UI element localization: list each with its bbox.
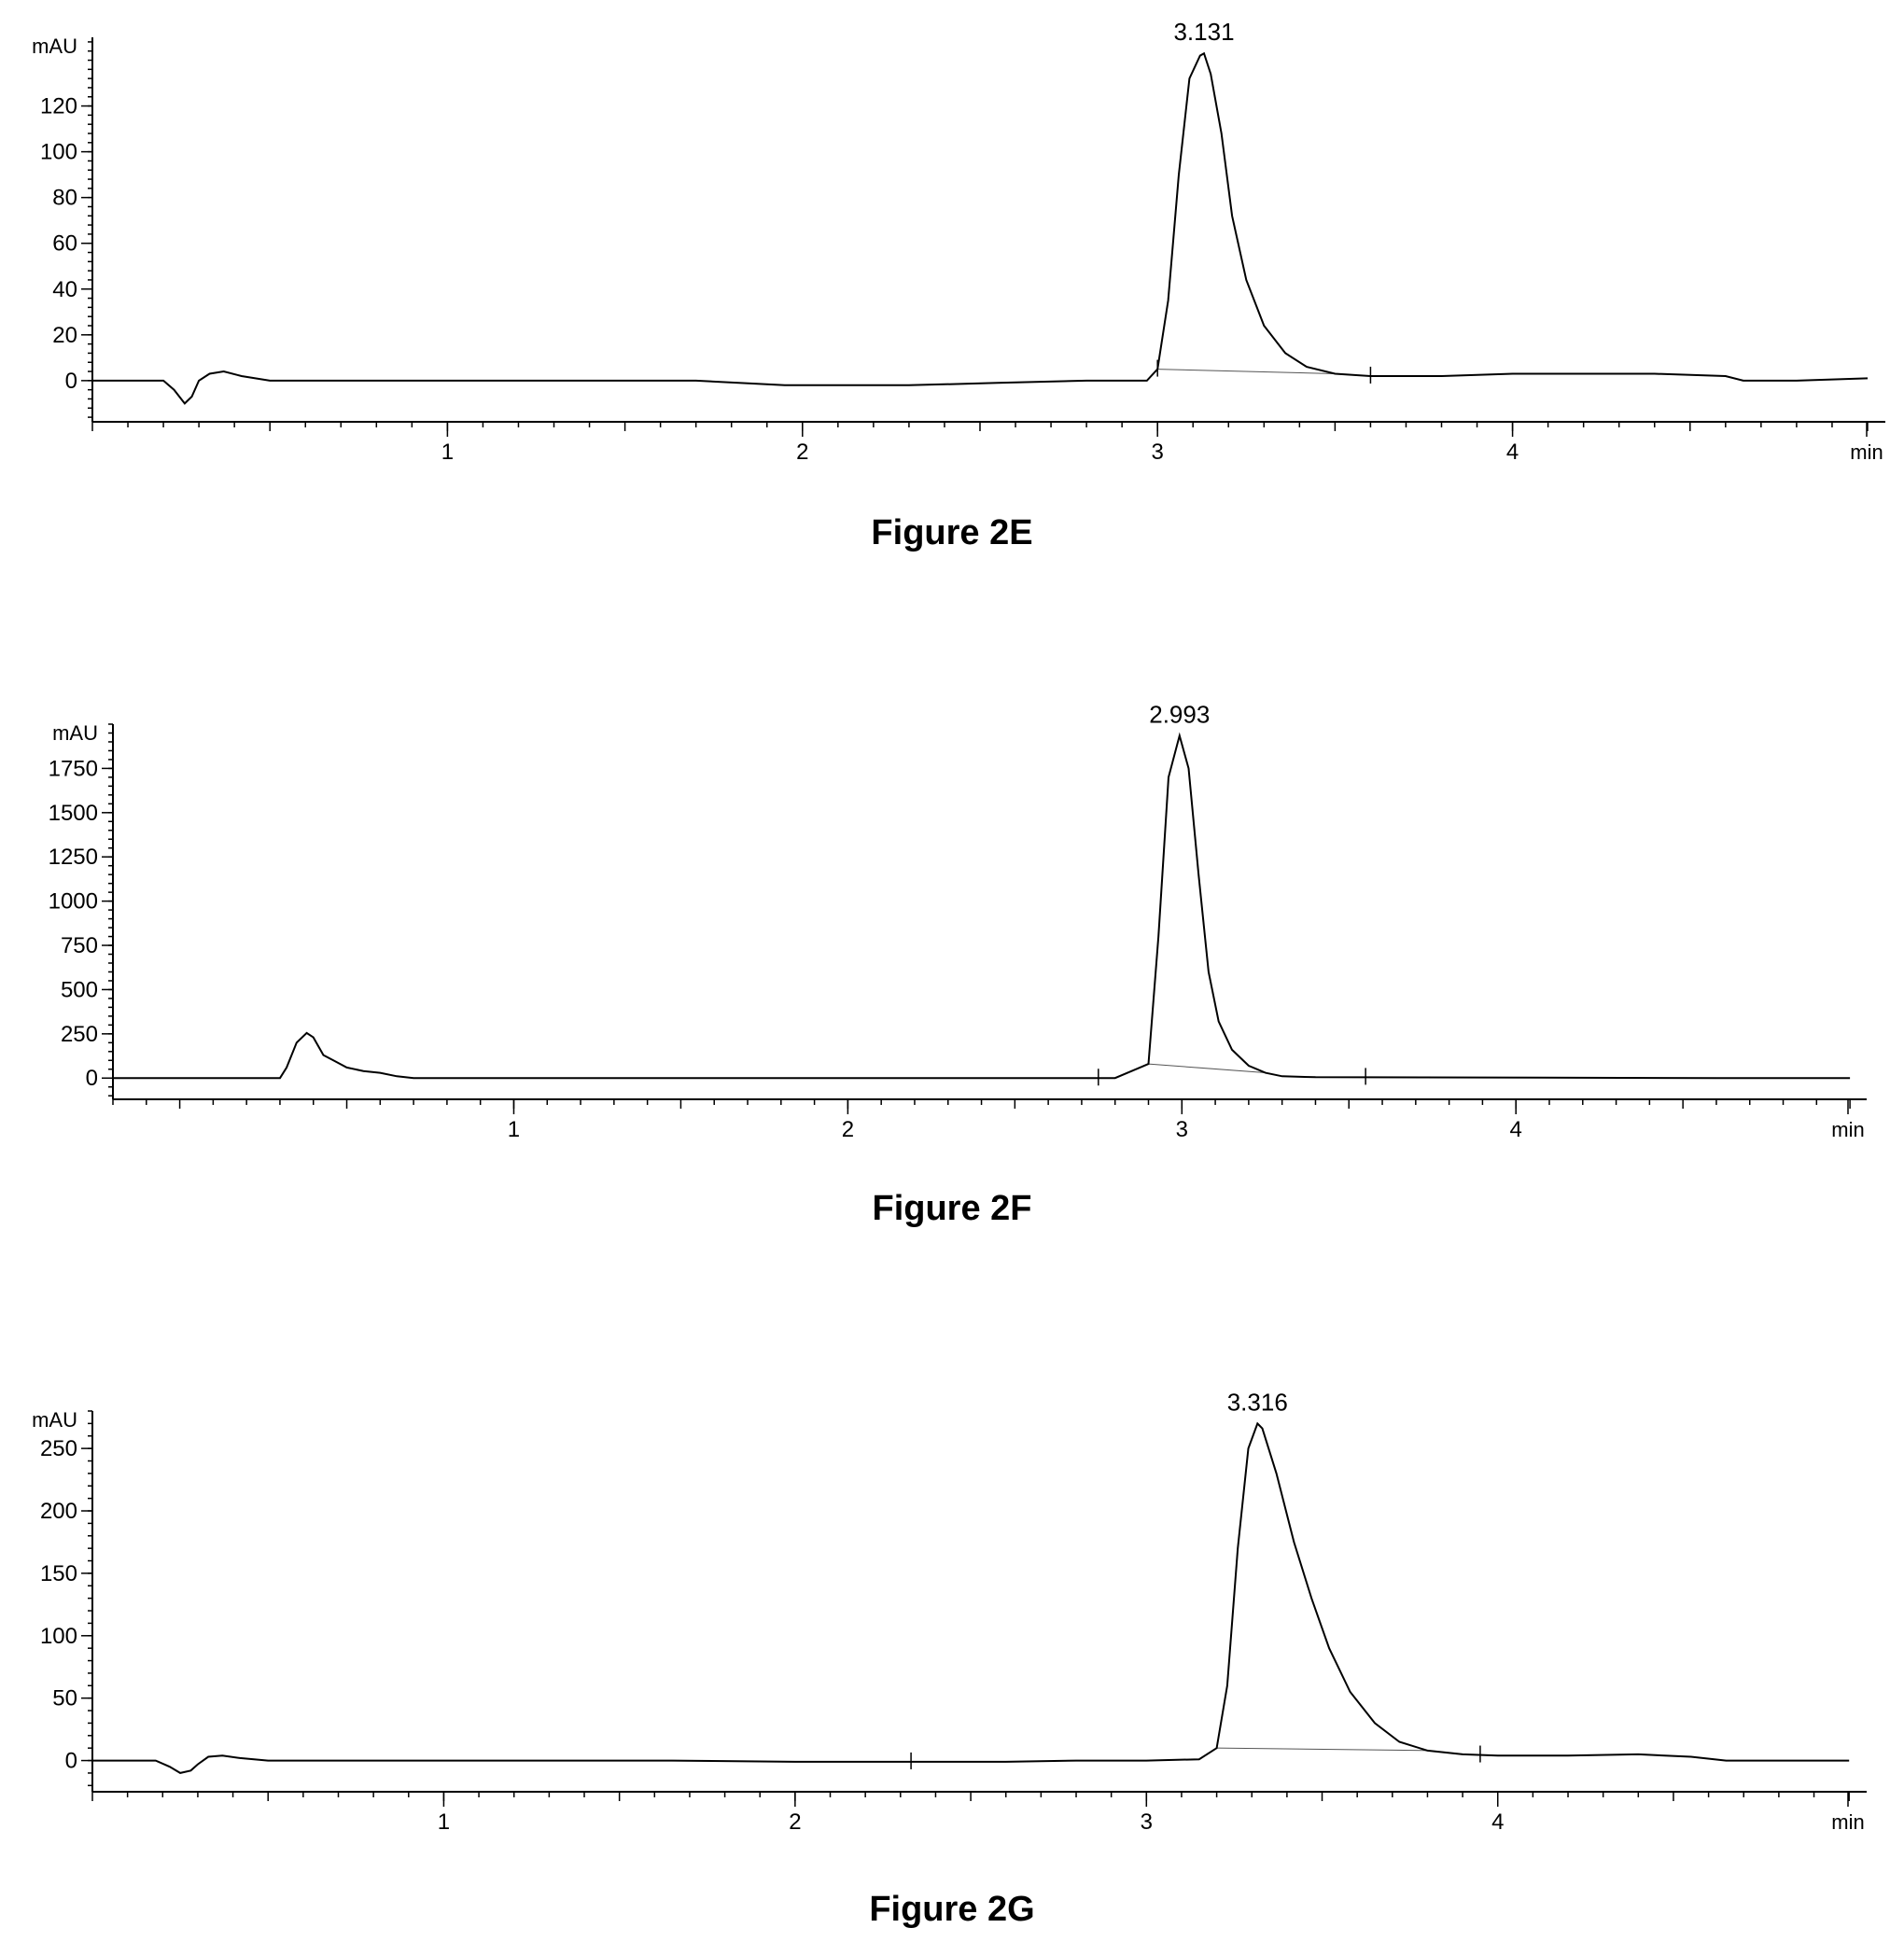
peak-baseline bbox=[1157, 369, 1336, 374]
y-tick-label: 750 bbox=[61, 933, 98, 958]
figure-caption: Figure 2E bbox=[871, 513, 1032, 552]
x-axis-label: min bbox=[1831, 1118, 1864, 1141]
y-tick-label: 0 bbox=[65, 1749, 77, 1774]
chromatogram-2g: 0 50 100 150 200 250 mAU 1 2 3 4 min 3.316 Figure 2G bbox=[32, 1388, 1867, 1929]
x-tick-label: 1 bbox=[441, 440, 454, 465]
y-tick-label: 60 bbox=[52, 231, 77, 257]
x-tick-label: 2 bbox=[789, 1809, 801, 1835]
y-tick-label: 500 bbox=[61, 977, 98, 1002]
y-tick-label: 0 bbox=[86, 1066, 98, 1091]
y-axis-label: mAU bbox=[32, 1408, 77, 1432]
peak-baseline bbox=[1216, 1747, 1428, 1752]
x-tick-label: 1 bbox=[508, 1117, 520, 1142]
y-tick-label: 100 bbox=[40, 140, 77, 165]
signal-trace bbox=[113, 732, 1851, 1080]
y-tick-label: 0 bbox=[65, 369, 77, 394]
x-tick-label: 4 bbox=[1506, 440, 1519, 465]
signal-trace bbox=[92, 51, 1869, 405]
y-axis-label: mAU bbox=[32, 35, 77, 58]
y-tick-label: 120 bbox=[40, 94, 77, 119]
x-tick-label: 3 bbox=[1141, 1809, 1153, 1835]
x-tick-label: 2 bbox=[842, 1117, 854, 1142]
y-tick-label: 250 bbox=[40, 1436, 77, 1461]
y-tick-label: 1500 bbox=[49, 801, 98, 826]
x-axis-label: min bbox=[1850, 440, 1883, 464]
x-tick-label: 4 bbox=[1491, 1809, 1504, 1835]
signal-trace bbox=[92, 1421, 1850, 1774]
peak-baseline bbox=[1148, 1063, 1266, 1074]
x-tick-label: 3 bbox=[1176, 1117, 1188, 1142]
y-tick-label: 100 bbox=[40, 1624, 77, 1649]
chromatogram-2e: 0 20 40 60 80 100 120 mAU 1 2 3 4 min 3.131 Figure 2E bbox=[32, 18, 1885, 552]
y-tick-label: 1750 bbox=[49, 756, 98, 781]
y-tick-label: 200 bbox=[40, 1499, 77, 1524]
y-tick-label: 80 bbox=[52, 186, 77, 211]
y-tick-label: 50 bbox=[52, 1686, 77, 1712]
y-tick-label: 1000 bbox=[49, 889, 98, 915]
x-axis-label: min bbox=[1831, 1810, 1864, 1834]
figure-caption: Figure 2F bbox=[872, 1189, 1031, 1228]
y-tick-label: 40 bbox=[52, 277, 77, 302]
x-tick-label: 3 bbox=[1152, 440, 1164, 465]
x-tick-label: 2 bbox=[796, 440, 808, 465]
y-axis-label: mAU bbox=[52, 721, 98, 745]
x-tick-label: 4 bbox=[1510, 1117, 1522, 1142]
peak-retention-label: 2.993 bbox=[1149, 700, 1210, 728]
y-tick-label: 1250 bbox=[49, 845, 98, 870]
y-tick-label: 150 bbox=[40, 1561, 77, 1586]
y-tick-label: 250 bbox=[61, 1022, 98, 1047]
figure-caption: Figure 2G bbox=[869, 1890, 1034, 1929]
x-tick-label: 1 bbox=[438, 1809, 450, 1835]
peak-retention-label: 3.316 bbox=[1227, 1388, 1288, 1416]
y-tick-label: 20 bbox=[52, 323, 77, 348]
chromatogram-2f: 0 250 500 750 1000 1250 1500 1750 mAU 1 2 3 4 min 2.99… bbox=[49, 700, 1867, 1228]
peak-retention-label: 3.131 bbox=[1173, 18, 1234, 46]
